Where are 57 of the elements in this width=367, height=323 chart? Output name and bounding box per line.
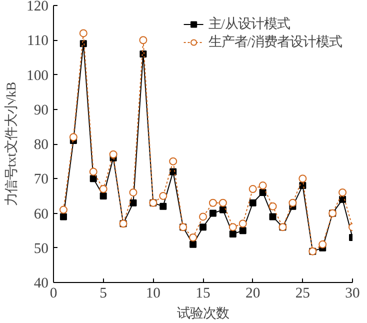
point — [228, 223, 237, 232]
point — [258, 182, 267, 190]
point — [269, 213, 276, 220]
x-tick-label: 5 — [100, 286, 107, 302]
point — [208, 198, 217, 207]
point — [238, 220, 247, 228]
point — [109, 150, 118, 158]
point — [268, 202, 277, 210]
point — [79, 29, 88, 38]
y-axis-title: 力信号txt文件大小/kB — [4, 82, 19, 206]
point — [99, 185, 108, 194]
point — [259, 188, 266, 196]
x-tick-label: 25 — [295, 286, 310, 302]
point — [199, 212, 207, 221]
x-axis-title: 试验次数 — [177, 306, 229, 320]
point — [169, 157, 178, 166]
y-tick-label: 50 — [34, 240, 48, 257]
x-tick-label: 30 — [345, 286, 360, 302]
point — [288, 198, 297, 207]
point — [59, 206, 68, 214]
point — [130, 199, 137, 206]
point — [248, 185, 257, 194]
point — [160, 202, 167, 210]
point — [159, 192, 168, 200]
point — [338, 188, 347, 196]
x-tick-label: 15 — [196, 286, 210, 302]
point — [89, 168, 98, 176]
point — [139, 36, 148, 44]
legend-label: 主/从设计模式 — [208, 15, 290, 33]
y-tick-label: 60 — [34, 206, 48, 222]
point — [209, 210, 216, 217]
point — [229, 230, 236, 238]
point — [249, 199, 256, 206]
point — [318, 240, 327, 248]
y-tick-label: 120 — [26, 0, 48, 14]
point — [239, 227, 246, 234]
point — [200, 224, 206, 231]
point — [218, 198, 227, 207]
point — [189, 233, 198, 242]
legend-label: 生产者/消费者设计模式 — [208, 33, 342, 51]
y-tick-label: 70 — [34, 172, 48, 188]
y-tick-label: 100 — [26, 68, 48, 84]
point — [60, 213, 67, 220]
point — [100, 192, 107, 200]
x-tick-label: 0 — [50, 286, 58, 302]
point — [190, 240, 197, 248]
point — [298, 174, 307, 183]
point — [90, 175, 97, 182]
x-tick-label: 20 — [246, 286, 260, 302]
y-tick-label: 40 — [34, 276, 48, 292]
y-tick-label: 110 — [27, 33, 49, 50]
point — [129, 188, 138, 196]
point — [69, 133, 78, 142]
x-tick-label: 10 — [146, 286, 160, 302]
point — [219, 206, 226, 214]
y-tick-label: 80 — [34, 137, 48, 153]
y-tick-label: 90 — [34, 102, 48, 118]
